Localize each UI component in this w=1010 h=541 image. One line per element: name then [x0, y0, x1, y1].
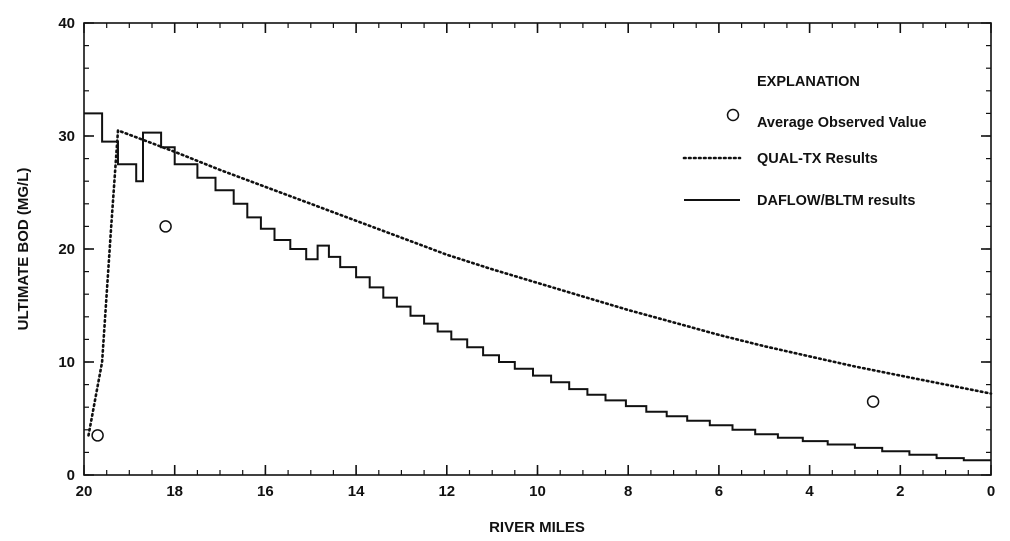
observed-point — [159, 220, 172, 233]
series-layer — [84, 112, 993, 462]
x-tick-label: 16 — [257, 483, 274, 500]
x-tick-label: 18 — [166, 483, 183, 500]
x-tick-label: 14 — [348, 483, 365, 500]
x-tick-label: 4 — [805, 483, 814, 500]
observed-point — [866, 395, 880, 408]
x-tick-label: 20 — [76, 483, 93, 500]
y-tick-label: 30 — [58, 128, 75, 145]
y-tick-label: 10 — [58, 354, 75, 371]
x-tick-label: 10 — [529, 483, 546, 500]
x-axis-title: RIVER MILES — [489, 519, 585, 536]
legend: EXPLANATION Average Observed Value QUAL-… — [682, 74, 927, 209]
x-tick-label: 0 — [987, 483, 995, 500]
x-tick-label: 12 — [438, 483, 455, 500]
y-axis-title: ULTIMATE BOD (MG/L) — [15, 168, 32, 331]
y-tick-label: 40 — [58, 15, 75, 32]
y-tick-labels: 0 10 20 30 40 — [58, 15, 75, 484]
observed-point — [91, 429, 104, 442]
y-tick-label: 0 — [67, 467, 75, 484]
legend-label-qualtx: QUAL-TX Results — [757, 151, 878, 167]
major-ticks — [83, 22, 992, 476]
legend-label-daflow: DAFLOW/BLTM results — [757, 193, 915, 209]
series-line-qualtx — [87, 128, 993, 437]
x-tick-label: 2 — [896, 483, 904, 500]
series-line-daflow — [84, 112, 991, 462]
legend-marker-observed — [726, 108, 740, 122]
minor-ticks — [83, 22, 992, 476]
legend-label-observed: Average Observed Value — [757, 115, 927, 131]
legend-title: EXPLANATION — [757, 74, 860, 90]
x-tick-labels: 20 18 16 14 12 10 8 6 4 2 0 — [76, 483, 996, 500]
plot-frame — [83, 22, 992, 476]
x-tick-label: 6 — [715, 483, 723, 500]
x-tick-label: 8 — [624, 483, 632, 500]
y-tick-label: 20 — [58, 241, 75, 258]
